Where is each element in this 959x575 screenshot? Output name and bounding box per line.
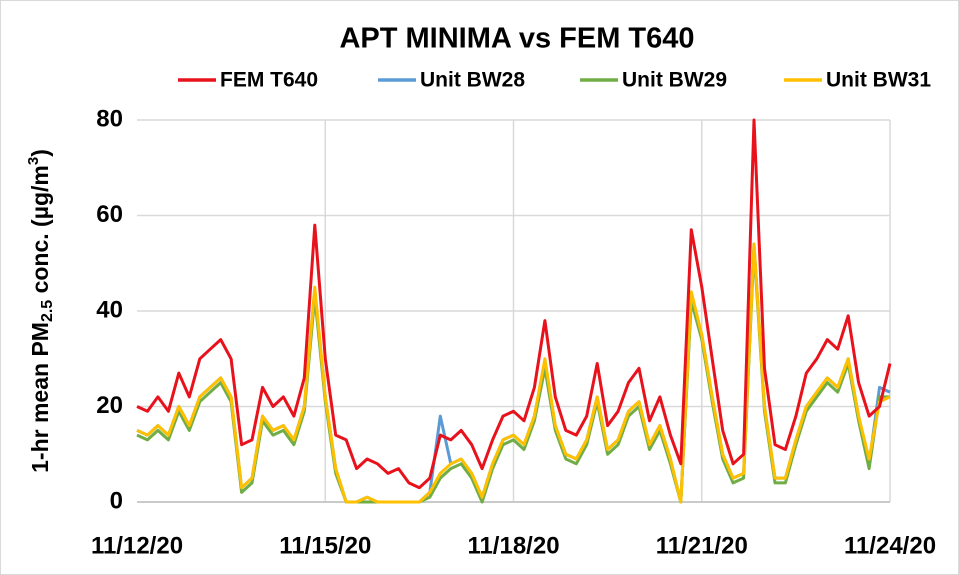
legend-label: Unit BW31 [826,69,931,92]
y-label-sub: 2.5 [39,300,56,322]
x-tick-label: 11/12/20 [91,532,183,559]
y-tick-label: 20 [96,392,123,419]
series-line [136,242,891,504]
y-tick-label: 0 [110,487,123,514]
x-tick-label: 11/18/20 [467,532,559,559]
y-label-sup: 3 [25,157,42,165]
legend-label: FEM T640 [220,69,318,92]
y-label-part: 1-hr mean PM [27,322,53,473]
y-axis-label: 1-hr mean PM2.5 conc. (µg/m3) [25,149,56,473]
legend-label: Unit BW29 [622,69,727,92]
y-tick-label: 80 [96,105,123,132]
legend-label: Unit BW28 [420,69,525,92]
y-tick-label: 40 [96,296,123,323]
y-label-part: ) [27,149,53,157]
x-tick-label: 11/24/20 [844,532,936,559]
y-tick-label: 60 [96,201,123,228]
y-label-part: conc. (µg/m [27,165,53,300]
series-line [136,118,892,490]
chart-title: APT MINIMA vs FEM T640 [339,23,694,55]
x-tick-label: 11/21/20 [656,532,748,559]
x-tick-label: 11/15/20 [279,532,371,559]
